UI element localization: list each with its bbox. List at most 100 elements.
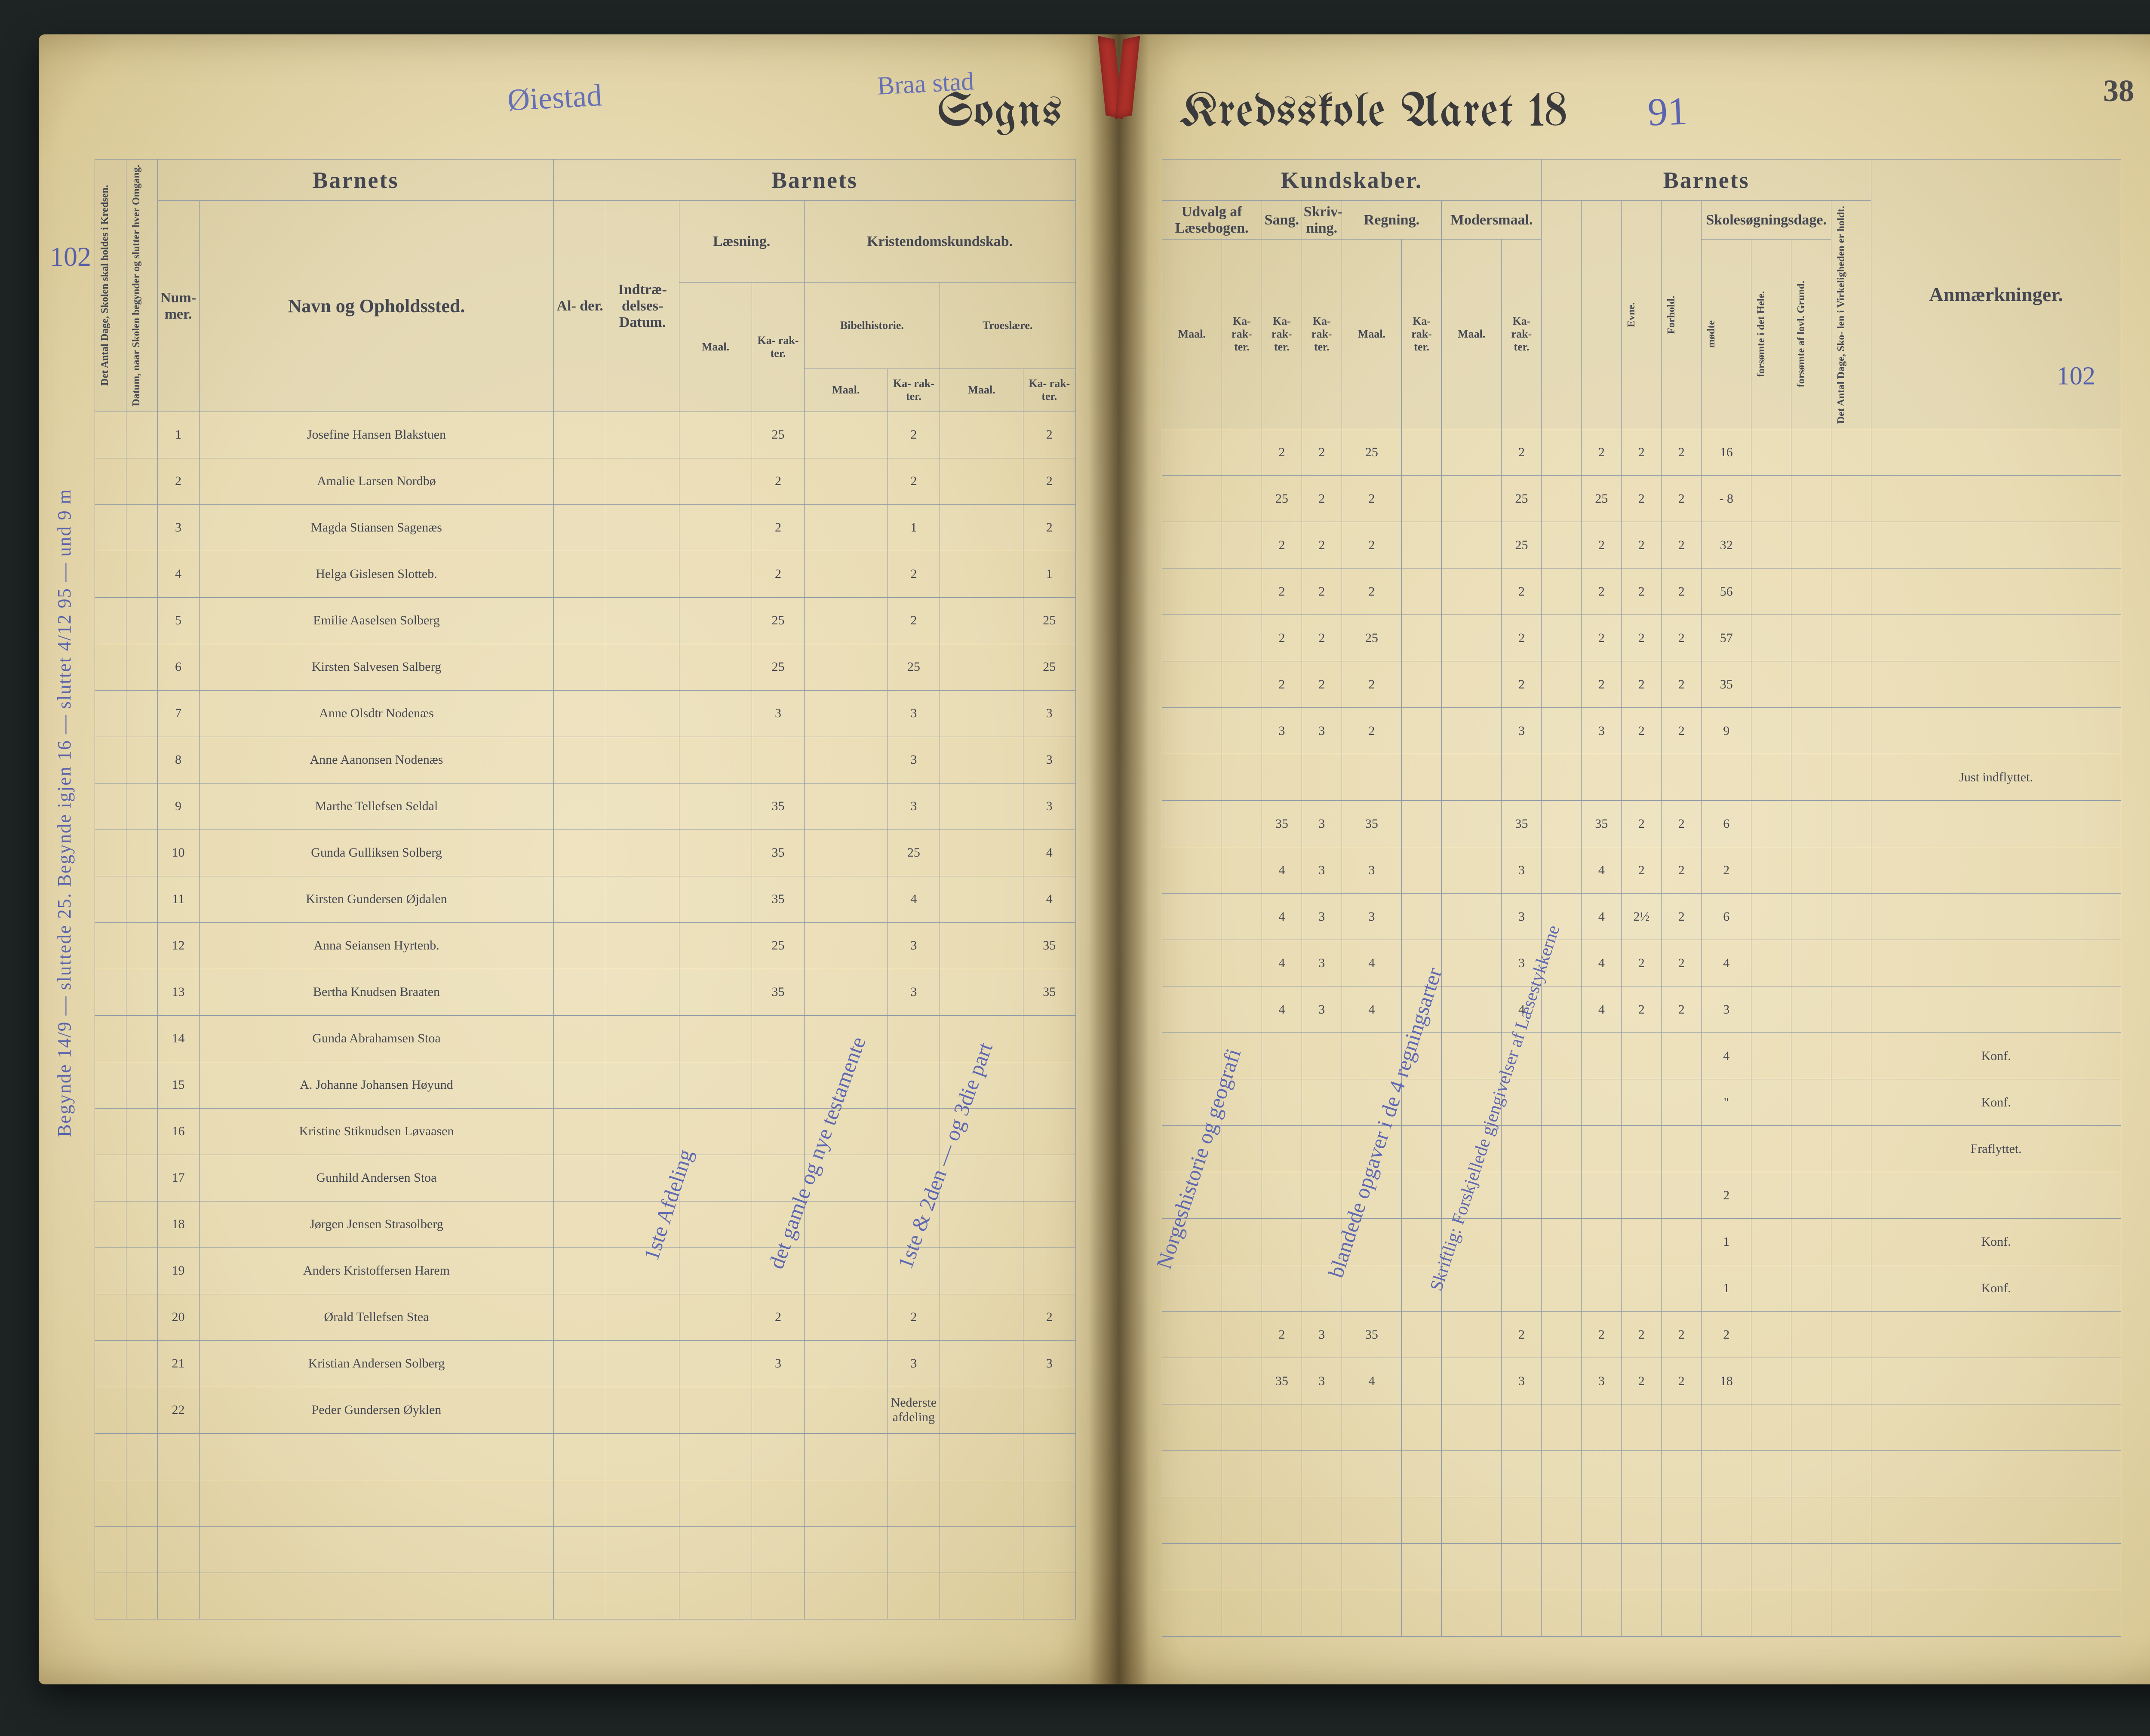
cell [1442,1451,1502,1497]
cell [1831,661,1871,708]
cell [1302,1544,1342,1590]
cell [1442,894,1502,940]
cell: 2 [1622,940,1662,986]
cell [1502,754,1542,801]
cell: 3 [1302,847,1342,894]
cell [804,412,888,458]
cell [888,1247,940,1294]
cell [940,504,1023,551]
table-row: 8Anne Aanonsen Nodenæs33 [95,737,1076,783]
cell [1402,522,1442,568]
cell: 2 [1502,429,1542,476]
cell [940,597,1023,644]
table-row: 18Jørgen Jensen Strasolberg [95,1201,1076,1247]
table-row: 222222235 [1162,661,2121,708]
cell: 25 [1262,476,1302,522]
cell: 12 [157,922,199,969]
cell [126,1480,157,1526]
cell [1751,1544,1791,1590]
cell: 2 [1622,708,1662,754]
cell [804,783,888,830]
cell: 25 [752,644,804,690]
cell: 3 [1582,1358,1622,1404]
cell [554,830,606,876]
cell [1791,1312,1831,1358]
cell [1222,801,1262,847]
cell [1751,847,1791,894]
cell [940,1247,1023,1294]
cell [1222,1497,1262,1544]
right-tbody: 22252222162522252522- 822225222322222222… [1162,429,2121,1637]
cell [1402,1590,1442,1637]
cell: 2 [1622,568,1662,615]
cell: 2 [752,1294,804,1340]
cell [1582,1404,1622,1451]
cell [1622,1033,1662,1079]
cell [1402,1358,1442,1404]
cell [1871,847,2121,894]
cell [1442,940,1502,986]
hdr-evne: Evne. [1623,298,1640,332]
table-row: 1Konf. [1162,1265,2121,1312]
cell [1622,1404,1662,1451]
table-row: 222222256 [1162,568,2121,615]
cell [126,1294,157,1340]
cell [1162,1590,1222,1637]
cell [126,1340,157,1387]
cell: 4 [888,876,940,922]
cell [606,1433,679,1480]
cell: 2 [1302,661,1342,708]
hdr-kristendom: Kristendomskundskab. [804,201,1075,283]
hdr-fors-lov: forsømte af lovl. Grund. [1793,277,1809,391]
table-row [1162,1451,2121,1497]
cell [1871,1544,2121,1590]
cell [752,1201,804,1247]
cell: 35 [752,876,804,922]
cell: 2 [1502,615,1542,661]
cell [679,1480,752,1526]
cell [126,551,157,597]
cell [157,1480,199,1526]
cell [1342,1265,1401,1312]
cell [95,1340,126,1387]
cell: 25 [1502,522,1542,568]
cell [606,1340,679,1387]
cell [1831,1033,1871,1079]
cell [199,1526,554,1573]
cell [1791,476,1831,522]
cell [95,969,126,1015]
cell [1442,801,1502,847]
cell: 2 [1702,1172,1751,1219]
cell: 10 [157,830,199,876]
cell: 4 [1262,894,1302,940]
hdr-la-kar: Ka- rak- ter. [752,283,804,412]
table-row [95,1480,1076,1526]
cell [804,1294,888,1340]
cell [1222,1079,1262,1126]
hdr-indtr: Indtræ- delses- Datum. [606,201,679,412]
cell: 18 [157,1201,199,1247]
cell: 2 [1622,476,1662,522]
cell [1442,522,1502,568]
cell [1791,568,1831,615]
cell: Ørald Tellefsen Stea [199,1294,554,1340]
hdr-forhold: Forhold. [1663,292,1680,338]
cell: 25 [1342,615,1401,661]
cell [157,1526,199,1573]
cell [1162,1219,1222,1265]
cell [1162,661,1222,708]
cell [554,1526,606,1573]
cell [1662,1126,1702,1172]
hdr-laesning: Læsning. [679,201,804,283]
cell [1502,1079,1542,1126]
hdr-v2: Datum, naar Skolen begynder og slutter h… [128,160,144,411]
cell [1222,1404,1262,1451]
cell [1502,1590,1542,1637]
cell [554,1294,606,1340]
cell [679,1387,752,1433]
cell: 35 [1023,922,1075,969]
hdr-tr-kar: Ka- rak- ter. [1023,369,1075,412]
cell [1831,801,1871,847]
cell: 2 [1342,708,1401,754]
cell [1662,1451,1702,1497]
